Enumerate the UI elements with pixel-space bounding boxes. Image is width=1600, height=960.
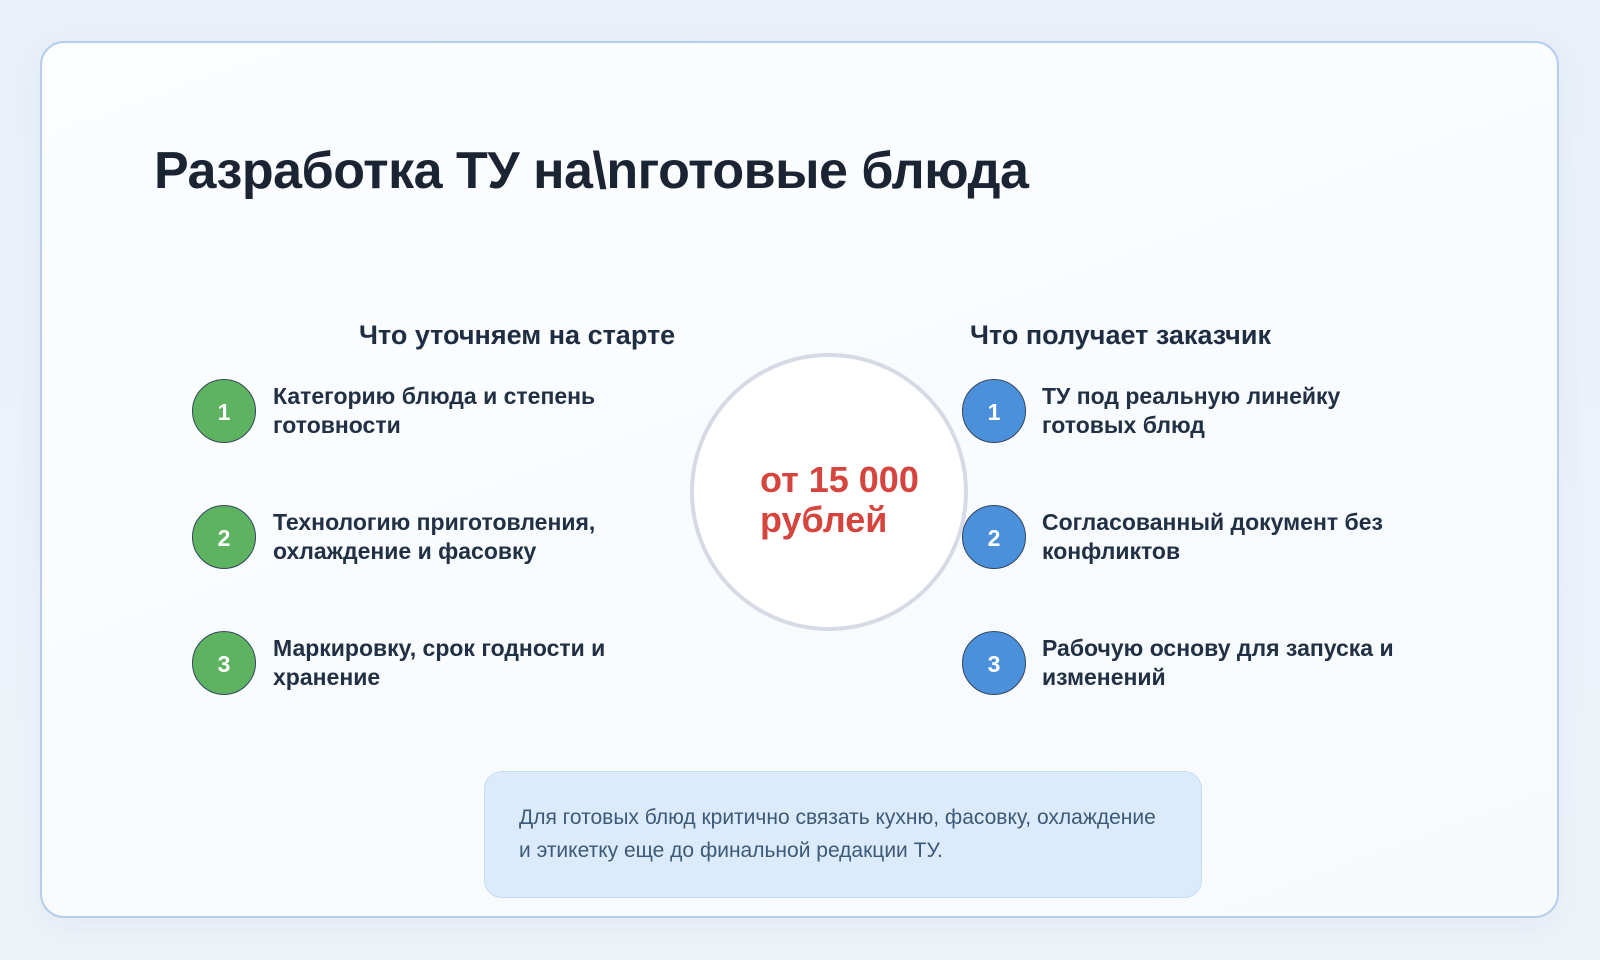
- step-number-badge: 3: [962, 631, 1026, 695]
- step-number-badge: 1: [962, 379, 1026, 443]
- list-item-label: ТУ под реальную линейку готовых блюд: [1042, 382, 1341, 438]
- list-item: 1 Категорию блюда и степень готовности: [192, 379, 633, 443]
- step-number: 2: [217, 524, 231, 551]
- step-number: 1: [987, 398, 1001, 425]
- list-item: 1 ТУ под реальную линейку готовых блюд: [962, 379, 1410, 443]
- step-number: 3: [987, 650, 1001, 677]
- list-item: 2 Согласованный документ без конфликтов: [962, 505, 1410, 569]
- list-item-label: Рабочую основу для запуска и изменений: [1042, 634, 1394, 690]
- step-number: 3: [217, 650, 231, 677]
- step-number-badge: 2: [962, 505, 1026, 569]
- list-item-label: Категорию блюда и степень готовности: [273, 382, 596, 438]
- list-item: 2 Технологию приготовления, охлаждение и…: [192, 505, 633, 569]
- slide-title: Разработка ТУ на\nготовые блюда: [154, 142, 1029, 200]
- step-number-badge: 3: [192, 631, 256, 695]
- step-number-badge: 1: [192, 379, 256, 443]
- note-text: Для готовых блюд критично связать кухню,…: [519, 805, 1156, 862]
- list-item: 3 Рабочую основу для запуска и изменений: [962, 631, 1410, 695]
- left-column-header: Что уточняем на старте: [359, 320, 676, 350]
- list-item-label: Согласованный документ без конфликтов: [1042, 508, 1383, 564]
- list-item-label: Маркировку, срок годности и хранение: [273, 634, 606, 690]
- price-circle: от 15 000 рублей: [690, 353, 968, 631]
- list-item: 3 Маркировку, срок годности и хранение: [192, 631, 633, 695]
- slide-card: Разработка ТУ на\nготовые блюда Что уточ…: [40, 41, 1559, 918]
- step-number: 1: [217, 398, 231, 425]
- step-number-badge: 2: [192, 505, 256, 569]
- price-text: от 15 000 рублей: [760, 458, 919, 540]
- note-box: Для готовых блюд критично связать кухню,…: [484, 771, 1202, 898]
- step-number: 2: [987, 524, 1001, 551]
- list-item-label: Технологию приготовления, охлаждение и ф…: [273, 508, 596, 564]
- right-column-header: Что получает заказчик: [970, 320, 1271, 350]
